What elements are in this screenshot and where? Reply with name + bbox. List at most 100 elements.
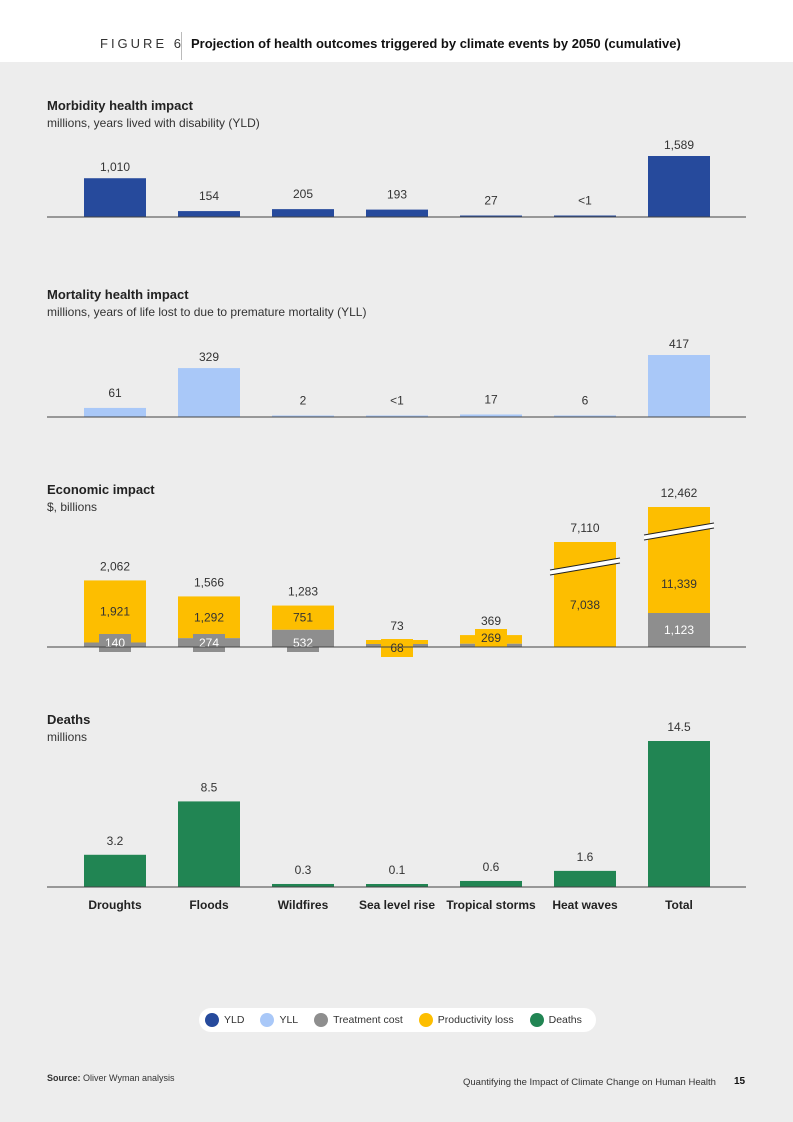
source-label: Source: xyxy=(47,1073,81,1083)
category-label: Droughts xyxy=(88,898,142,912)
figure-header: FIGURE 6 Projection of health outcomes t… xyxy=(0,0,793,62)
axis-break-line xyxy=(643,527,715,541)
deaths-bar xyxy=(272,883,334,887)
economic-data-label: 269 xyxy=(481,631,501,645)
footer-title: Quantifying the Impact of Climate Change… xyxy=(463,1077,716,1088)
deaths-data-label: 8.5 xyxy=(201,780,218,794)
morbidity-bar xyxy=(554,215,616,217)
morbidity-data-label: 205 xyxy=(293,187,313,201)
economic-data-label: 532 xyxy=(293,636,313,650)
productivity-loss-bar xyxy=(648,507,710,613)
economic-data-label: 68 xyxy=(390,641,404,655)
legend-swatch xyxy=(314,1013,329,1027)
header-divider xyxy=(181,32,182,60)
mortality-data-label: 61 xyxy=(108,386,122,400)
mortality-bar xyxy=(366,415,428,417)
mortality-data-label: 329 xyxy=(199,350,219,364)
productivity-loss-bar xyxy=(554,542,616,647)
legend-label: YLD xyxy=(224,1014,245,1026)
deaths-bar xyxy=(84,854,146,887)
mortality-data-label: 417 xyxy=(669,337,689,351)
deaths-data-label: 0.3 xyxy=(295,863,312,877)
mortality-bar xyxy=(84,407,146,417)
productivity-loss-bar xyxy=(178,596,240,639)
deaths-subtitle: millions xyxy=(47,730,87,744)
legend-label: Deaths xyxy=(548,1014,582,1026)
legend-item: Deaths xyxy=(529,1013,582,1027)
morbidity-bar xyxy=(84,178,146,217)
treatment-cost-bar xyxy=(648,613,710,647)
deaths-data-label: 14.5 xyxy=(667,720,691,734)
legend-label: YLL xyxy=(279,1014,299,1026)
economic-data-label: 1,123 xyxy=(664,623,694,637)
legend-item: Productivity loss xyxy=(418,1013,514,1027)
deaths-bar xyxy=(366,884,428,887)
morbidity-data-label: 154 xyxy=(199,189,219,203)
source-text: Oliver Wyman analysis xyxy=(83,1073,175,1083)
productivity-label-box xyxy=(381,639,413,657)
mortality-bar xyxy=(648,355,710,417)
productivity-label-box xyxy=(475,629,507,647)
mortality-bar xyxy=(554,415,616,417)
deaths-data-label: 1.6 xyxy=(577,850,594,864)
mortality-data-label: 17 xyxy=(484,392,498,406)
mortality-title: Mortality health impact xyxy=(47,287,189,302)
chart-legend: YLD YLL Treatment cost Productivity loss Dea… xyxy=(199,1008,596,1032)
economic-data-label: 1,566 xyxy=(194,575,224,589)
legend-label: Treatment cost xyxy=(333,1014,403,1026)
economic-data-label: 274 xyxy=(199,636,219,650)
morbidity-bar xyxy=(460,215,522,217)
legend-swatch xyxy=(205,1013,219,1027)
legend-label: Productivity loss xyxy=(437,1014,514,1026)
legend-swatch xyxy=(529,1013,544,1027)
legend-item: Treatment cost xyxy=(314,1013,403,1027)
axis-break-mark xyxy=(644,523,714,540)
mortality-bar xyxy=(272,415,334,417)
legend-item: YLD xyxy=(205,1013,244,1027)
economic-subtitle: $, billions xyxy=(47,500,97,514)
chart-panel: Morbidity health impact millions, years l… xyxy=(0,62,793,1122)
morbidity-data-label: <1 xyxy=(578,194,592,208)
source-note: Source: Oliver Wyman analysis xyxy=(47,1073,174,1083)
category-label: Floods xyxy=(189,898,229,912)
mortality-data-label: 6 xyxy=(582,394,589,408)
deaths-bar xyxy=(460,880,522,887)
economic-data-label: 7,110 xyxy=(570,521,599,535)
page-number: 15 xyxy=(734,1076,746,1087)
morbidity-data-label: 27 xyxy=(484,194,498,208)
deaths-data-label: 3.2 xyxy=(107,834,124,848)
category-label: Tropical storms xyxy=(446,898,536,912)
economic-title: Economic impact xyxy=(47,482,155,497)
economic-data-label: 11,339 xyxy=(661,577,697,591)
mortality-bar xyxy=(460,414,522,417)
productivity-loss-bar xyxy=(84,580,146,643)
economic-data-label: 1,292 xyxy=(194,610,224,624)
category-label: Wildfires xyxy=(278,898,329,912)
deaths-data-label: 0.1 xyxy=(389,863,406,877)
category-label: Heat waves xyxy=(552,898,618,912)
economic-data-label: 2,062 xyxy=(100,559,130,573)
morbidity-data-label: 1,010 xyxy=(100,160,130,174)
economic-data-label: 7,038 xyxy=(570,598,600,612)
morbidity-bar xyxy=(178,211,240,217)
morbidity-subtitle: millions, years lived with disability (Y… xyxy=(47,116,260,130)
figure-label: FIGURE 6 xyxy=(100,36,184,51)
figure-title: Projection of health outcomes triggered … xyxy=(191,36,681,51)
axis-break-line xyxy=(549,557,621,571)
morbidity-bar xyxy=(648,156,710,217)
mortality-data-label: 2 xyxy=(300,394,307,408)
axis-break-mark xyxy=(550,558,620,575)
axis-break-line xyxy=(549,562,621,576)
category-label: Total xyxy=(665,898,693,912)
mortality-data-label: <1 xyxy=(390,394,404,408)
economic-data-label: 369 xyxy=(481,614,501,628)
legend-swatch xyxy=(260,1013,275,1027)
deaths-bar xyxy=(178,801,240,887)
deaths-title: Deaths xyxy=(47,712,90,727)
charts-svg: Morbidity health impact millions, years l… xyxy=(47,98,746,912)
category-label: Sea level rise xyxy=(359,898,435,912)
economic-data-label: 12,462 xyxy=(661,486,698,500)
axis-break-line xyxy=(643,522,715,536)
morbidity-bar xyxy=(366,209,428,217)
deaths-data-label: 0.6 xyxy=(483,860,500,874)
